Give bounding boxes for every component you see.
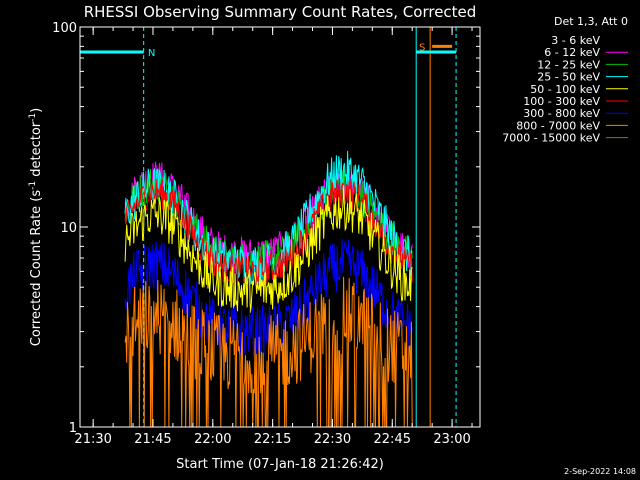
chart-title: RHESSI Observing Summary Count Rates, Co… [84,3,477,21]
x-tick-label-5: 22:45 [374,432,411,447]
legend-header: Det 1,3, Att 0 [554,15,628,28]
y-tick-label-2: 100 [52,21,77,36]
x-tick-label-6: 23:00 [433,432,470,447]
x-tick-label-0: 21:30 [74,432,111,447]
x-tick-label-4: 22:30 [314,432,351,447]
flag-label-N: N [148,48,155,59]
x-tick-label-2: 22:00 [194,432,231,447]
y-axis-label-sup2: -1 [28,113,38,122]
x-tick-label-1: 21:45 [134,432,171,447]
y-axis-label-sup1: -1 [28,181,38,190]
series-line-5 [124,178,413,286]
y-axis-label-mid: detector [29,121,44,181]
series-group [124,150,413,428]
footer-date: 2-Sep-2022 14:08 [564,467,636,476]
flag-label-S: S [419,42,425,53]
axis-group: 21:30 21:45 22:00 22:15 22:30 22:45 23:00 1 10 10… [52,21,480,447]
legend-label-7: 800 - 7000 keV [516,119,600,132]
series-line-4 [124,185,413,313]
y-axis-label: Corrected Count Rate (s-1 detector-1) [28,108,44,346]
y-axis-label-end: ) [29,108,44,113]
legend-label-8: 7000 - 15000 keV [502,132,600,145]
x-axis-label: Start Time (07-Jan-18 21:26:42) [176,457,384,472]
series-line-2 [124,169,413,280]
legend-label-1: 6 - 12 keV [544,46,600,59]
y-tick-label-0: 1 [69,421,77,436]
x-tick-label-3: 22:15 [254,432,291,447]
legend-label-6: 300 - 800 keV [523,107,600,120]
legend-label-4: 50 - 100 keV [530,83,600,96]
legend-label-3: 25 - 50 keV [537,71,600,84]
legend-label-0: 3 - 6 keV [551,34,600,47]
y-axis-label-main: Corrected Count Rate (s [29,190,44,347]
legend-label-5: 100 - 300 keV [523,95,600,108]
series-line-7 [124,276,413,428]
y-tick-label-1: 10 [60,221,77,236]
series-line-1 [124,161,413,274]
overlay-group: NS [79,27,457,427]
legend-label-2: 12 - 25 keV [537,58,600,71]
